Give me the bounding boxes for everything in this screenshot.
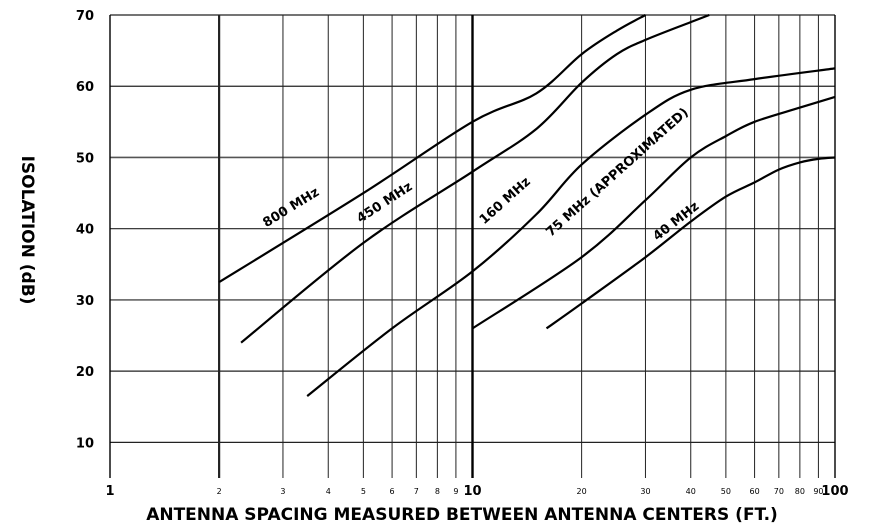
x-minor-tick-label: 20 (577, 487, 587, 496)
x-minor-tick-label: 4 (326, 487, 331, 496)
y-tick-label: 70 (76, 9, 94, 24)
series-line-160-mhz (306, 67, 836, 397)
x-minor-tick-label: 70 (774, 487, 784, 496)
series-line-75-mhz (471, 95, 836, 330)
x-major-tick-label: 100 (821, 484, 848, 499)
x-minor-tick-label: 9 (453, 487, 458, 496)
y-axis-title: ISOLATION (dB) (17, 156, 37, 305)
x-minor-tick-label: 3 (280, 487, 285, 496)
y-tick-label: 40 (76, 223, 94, 238)
x-minor-tick-label: 30 (640, 487, 650, 496)
x-minor-tick-label: 80 (795, 487, 805, 496)
grid-layer (109, 14, 836, 478)
curve-label-layer: 800 MHz 450 MHz 160 MHz 75 MHz (APPROXIMATE… (261, 105, 703, 244)
y-tick-label: 30 (76, 294, 94, 309)
series-line-40-mhz (545, 156, 836, 330)
x-minor-tick-label: 2 (217, 487, 222, 496)
series-label: 40 MHz (650, 199, 702, 244)
x-minor-tick-label: 6 (390, 487, 395, 496)
x-minor-tick-label: 8 (435, 487, 440, 496)
x-minor-tick-label: 40 (686, 487, 696, 496)
y-tick-label: 20 (76, 365, 94, 380)
series-line-450-mhz (240, 13, 710, 344)
x-minor-tick-label: 60 (749, 487, 759, 496)
x-major-tick-label: 1 (105, 484, 114, 499)
series-line-800-mhz (218, 14, 647, 284)
y-tick-label: 50 (76, 151, 94, 166)
tick-layer: 10 20 30 40 50 60 70 2 3 4 5 6 7 8 9 20 30 40 50 60 70 80 90 1 1… (76, 9, 849, 499)
x-minor-tick-label: 7 (414, 487, 419, 496)
y-tick-label: 10 (76, 436, 94, 451)
x-major-tick-label: 10 (463, 484, 481, 499)
x-minor-tick-label: 50 (721, 487, 731, 496)
x-minor-tick-label: 5 (361, 487, 366, 496)
series-layer (218, 13, 836, 397)
x-axis-title: ANTENNA SPACING MEASURED BETWEEN ANTENNA… (146, 505, 778, 525)
series-label: 160 MHz (477, 175, 534, 228)
x-minor-tick-label: 90 (813, 487, 823, 496)
y-tick-label: 60 (76, 80, 94, 95)
